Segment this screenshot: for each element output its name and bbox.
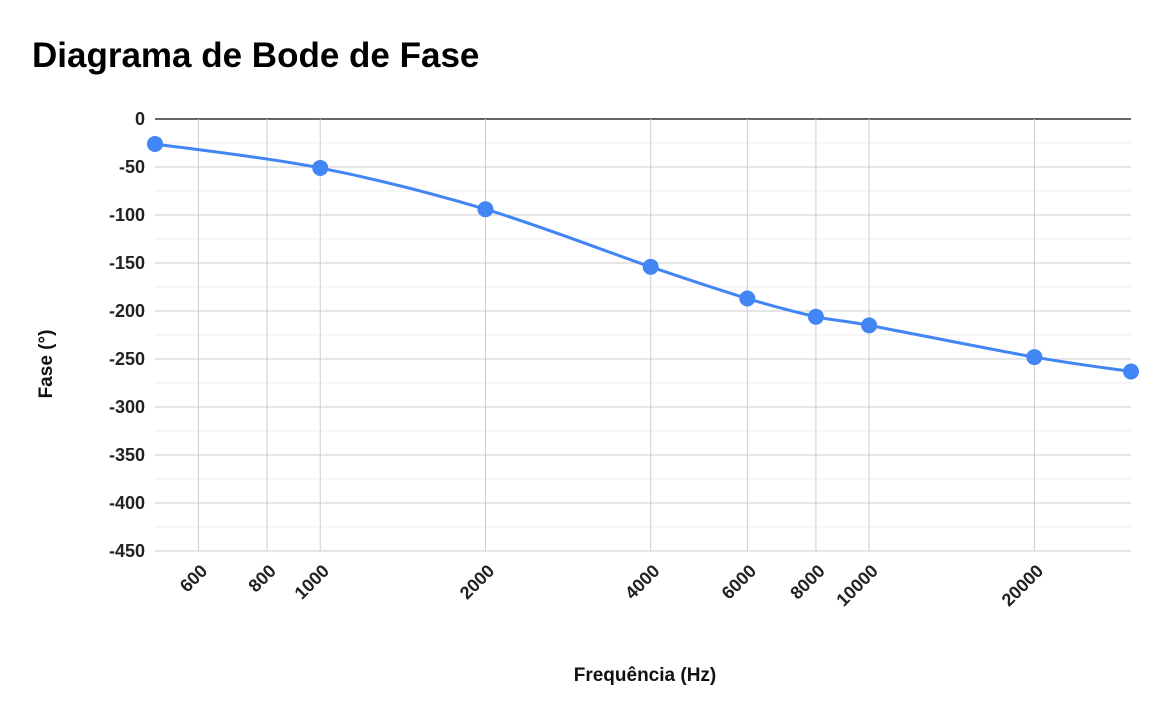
x-tick-label: 8000 — [786, 561, 828, 603]
x-tick-label: 20000 — [998, 561, 1048, 611]
data-point[interactable] — [642, 258, 659, 275]
data-point[interactable] — [1026, 349, 1043, 366]
chart-title: Diagrama de Bode de Fase — [32, 36, 480, 75]
y-axis-ticks: 0 -50 -100 -150 -200 -250 -300 -350 -400 -450 — [109, 109, 145, 561]
x-tick-label: 1000 — [291, 561, 333, 603]
y-tick-label: 0 — [135, 109, 145, 129]
y-tick-label: -450 — [109, 541, 145, 561]
minor-gridlines — [155, 142, 1131, 528]
x-tick-label: 10000 — [832, 561, 882, 611]
data-point[interactable] — [477, 201, 494, 218]
y-tick-label: -350 — [109, 445, 145, 465]
data-point[interactable] — [1123, 363, 1139, 380]
y-axis-label: Fase (°) — [36, 330, 57, 399]
y-tick-label: -50 — [119, 157, 145, 177]
series-line — [154, 142, 1132, 373]
x-tick-label: 2000 — [456, 561, 498, 603]
data-point[interactable] — [807, 308, 824, 325]
x-tick-label: 800 — [244, 561, 279, 596]
x-axis-label: Frequência (Hz) — [574, 665, 717, 686]
y-tick-label: -100 — [109, 205, 145, 225]
major-gridlines — [155, 118, 1131, 552]
y-tick-label: -250 — [109, 349, 145, 369]
y-tick-label: -300 — [109, 397, 145, 417]
y-tick-label: -400 — [109, 493, 145, 513]
data-point[interactable] — [739, 290, 756, 307]
x-tick-label: 4000 — [621, 561, 663, 603]
data-point[interactable] — [861, 317, 878, 334]
y-tick-label: -200 — [109, 301, 145, 321]
x-tick-label: 6000 — [718, 561, 760, 603]
y-tick-label: -150 — [109, 253, 145, 273]
x-tick-label: 600 — [176, 561, 211, 596]
data-point[interactable] — [312, 159, 329, 176]
x-axis-ticks: 600 800 1000 2000 4000 6000 8000 10000 20000 — [176, 561, 1047, 611]
data-point[interactable] — [147, 135, 163, 152]
series-layer — [147, 135, 1139, 380]
